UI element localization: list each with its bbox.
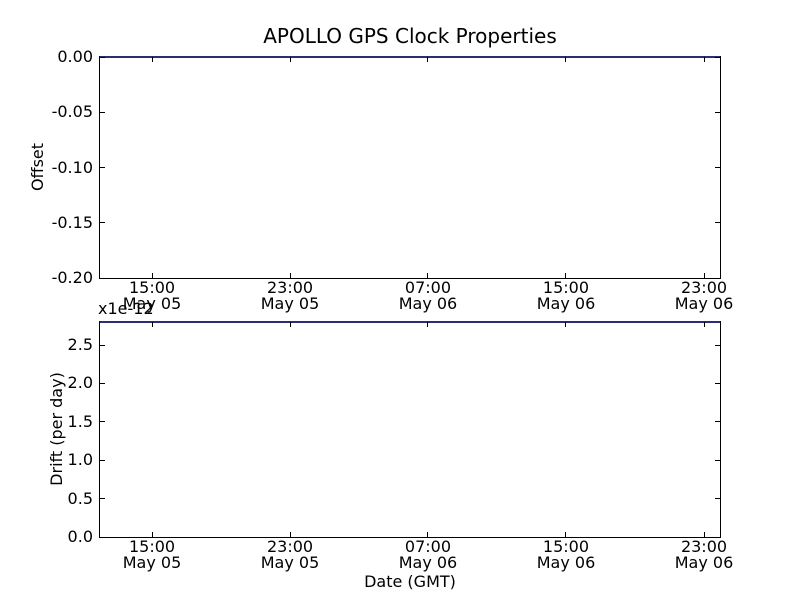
y-tick-label: 1.5 bbox=[67, 411, 93, 431]
x-tick-mark bbox=[565, 532, 567, 537]
x-tick-mark bbox=[151, 273, 153, 278]
y-tick-mark bbox=[100, 222, 105, 224]
y-tick-label: -0.20 bbox=[51, 268, 93, 287]
x-tick-mark bbox=[151, 57, 153, 62]
data-line bbox=[100, 321, 720, 323]
y-tick-mark bbox=[100, 459, 105, 461]
y-tick-mark bbox=[715, 222, 720, 224]
x-tick-mark bbox=[565, 273, 567, 278]
drift-plot-area bbox=[99, 321, 721, 538]
chart-title: APOLLO GPS Clock Properties bbox=[263, 24, 557, 48]
y-tick-label: -0.10 bbox=[51, 157, 93, 177]
y-tick-mark bbox=[715, 382, 720, 384]
x-tick-time: 23:00 bbox=[680, 278, 728, 297]
x-tick-date: May 06 bbox=[536, 294, 596, 313]
x-tick-mark bbox=[703, 322, 705, 327]
x-tick-date: May 06 bbox=[536, 553, 596, 572]
x-tick-time: 23:00 bbox=[266, 278, 314, 297]
x-tick-mark bbox=[565, 57, 567, 62]
y-tick-label: 2.0 bbox=[67, 373, 93, 393]
x-tick-mark bbox=[427, 273, 429, 278]
x-tick-mark bbox=[151, 532, 153, 537]
x-tick-time: 23:00 bbox=[266, 537, 314, 556]
y-tick-mark bbox=[715, 277, 720, 279]
y-tick-mark bbox=[100, 421, 105, 423]
x-tick-mark bbox=[289, 273, 291, 278]
x-tick-date: May 06 bbox=[398, 294, 458, 313]
y-tick-mark bbox=[715, 421, 720, 423]
x-tick-time: 23:00 bbox=[680, 537, 728, 556]
y-tick-mark bbox=[715, 344, 720, 346]
x-tick-date: May 06 bbox=[398, 553, 458, 572]
x-tick-label: 23:00 May 05 bbox=[220, 539, 360, 571]
y-scale-multiplier-label: x1e-12 bbox=[98, 299, 154, 318]
x-tick-mark bbox=[565, 322, 567, 327]
y-tick-mark bbox=[100, 382, 105, 384]
x-tick-label: 15:00 May 05 bbox=[82, 280, 222, 312]
y-tick-mark bbox=[715, 167, 720, 168]
y-tick-mark bbox=[100, 167, 105, 168]
x-tick-label: 15:00 May 06 bbox=[496, 280, 636, 312]
x-tick-mark bbox=[427, 532, 429, 537]
y-tick-mark bbox=[715, 111, 720, 113]
data-line bbox=[100, 56, 720, 58]
y-tick-label: -0.05 bbox=[51, 102, 93, 122]
x-tick-time: 07:00 bbox=[404, 537, 452, 556]
x-tick-date: May 05 bbox=[122, 553, 182, 572]
y-tick-mark bbox=[715, 56, 720, 58]
y-tick-label: -0.15 bbox=[51, 212, 93, 232]
x-tick-label: 07:00 May 06 bbox=[358, 539, 498, 571]
x-axis-label: Date (GMT) bbox=[364, 572, 456, 591]
x-tick-time: 15:00 bbox=[542, 278, 590, 297]
x-tick-date: May 06 bbox=[674, 294, 734, 313]
x-tick-date: May 05 bbox=[122, 294, 182, 313]
y-tick-mark bbox=[715, 459, 720, 461]
y-tick-label: 1.0 bbox=[67, 450, 93, 470]
y-tick-mark bbox=[715, 536, 720, 538]
y-tick-mark bbox=[100, 56, 105, 58]
x-tick-label: 23:00 May 05 bbox=[220, 280, 360, 312]
y-tick-label: 0.0 bbox=[67, 527, 93, 546]
x-tick-time: 15:00 bbox=[128, 278, 176, 297]
y-tick-mark bbox=[100, 111, 105, 113]
x-tick-mark bbox=[289, 532, 291, 537]
x-tick-label: 15:00 May 05 bbox=[82, 539, 222, 571]
y-tick-label: 2.5 bbox=[67, 335, 93, 355]
x-tick-mark bbox=[427, 57, 429, 62]
x-tick-date: May 05 bbox=[260, 553, 320, 572]
x-tick-date: May 06 bbox=[674, 553, 734, 572]
x-tick-date: May 05 bbox=[260, 294, 320, 313]
x-tick-time: 15:00 bbox=[128, 537, 176, 556]
x-tick-label: 07:00 May 06 bbox=[358, 280, 498, 312]
y-tick-mark bbox=[100, 344, 105, 346]
x-tick-mark bbox=[289, 57, 291, 62]
x-tick-mark bbox=[289, 322, 291, 327]
x-tick-mark bbox=[427, 322, 429, 327]
x-tick-mark bbox=[703, 57, 705, 62]
x-tick-label: 15:00 May 06 bbox=[496, 539, 636, 571]
y-tick-mark bbox=[100, 498, 105, 500]
offset-plot-area bbox=[99, 56, 721, 279]
x-tick-mark bbox=[703, 532, 705, 537]
x-tick-label: 23:00 May 06 bbox=[634, 280, 774, 312]
y-tick-mark bbox=[715, 498, 720, 500]
y-tick-label: 0.00 bbox=[57, 47, 93, 66]
x-tick-time: 07:00 bbox=[404, 278, 452, 297]
x-tick-mark bbox=[151, 322, 153, 327]
y-tick-label: 0.5 bbox=[67, 488, 93, 508]
x-tick-label: 23:00 May 06 bbox=[634, 539, 774, 571]
y-tick-mark bbox=[100, 536, 105, 538]
y-tick-mark bbox=[100, 277, 105, 279]
x-tick-mark bbox=[703, 273, 705, 278]
x-tick-time: 15:00 bbox=[542, 537, 590, 556]
